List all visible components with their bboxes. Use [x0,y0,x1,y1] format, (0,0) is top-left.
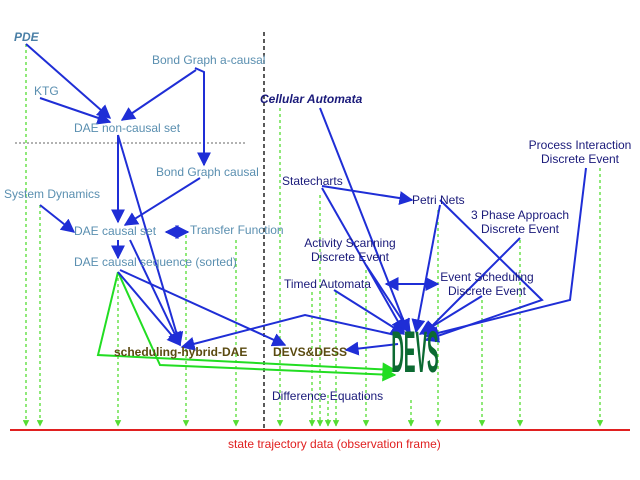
arrow-devs-to-devsdess [346,344,398,350]
node-dae-causal-sequence: DAE causal sequence (sorted) [74,255,237,269]
node-ktg: KTG [34,84,59,98]
arrow-bondgraph-causal-to-causal-set [125,178,200,225]
node-event-scheduling-line2: Discrete Event [428,284,546,298]
node-cellular-automata: Cellular Automata [260,92,362,106]
node-transfer-function: Transfer Function [190,223,284,237]
node-event-scheduling: Event Scheduling Discrete Event [428,270,546,298]
node-activity-scanning-line1: Activity Scanning [290,236,410,250]
node-dae-noncausal-set: DAE non-causal set [74,121,180,135]
arrow-bondgraph-acausal-to-causal [195,68,204,165]
node-statecharts: Statecharts [282,174,343,188]
node-three-phase-line1: 3 Phase Approach [456,208,584,222]
node-three-phase-line2: Discrete Event [456,222,584,236]
node-process-interaction-line1: Process Interaction [520,138,640,152]
node-pde: PDE [14,30,39,44]
state-trajectory-label: state trajectory data (observation frame… [228,437,441,451]
node-devs-dess: DEVS&DESS [273,345,347,359]
node-difference-equations: Difference Equations [272,389,383,403]
node-activity-scanning-line2: Discrete Event [290,250,410,264]
node-three-phase-approach: 3 Phase Approach Discrete Event [456,208,584,236]
arrow-sequence-to-devsdess [120,270,285,345]
node-petri-nets: Petri Nets [412,193,465,207]
node-process-interaction: Process Interaction Discrete Event [520,138,640,166]
arrow-devs-to-hybrid [182,315,400,347]
node-dae-causal-set: DAE causal set [74,224,156,238]
node-bond-graph-acausal: Bond Graph a-causal [152,53,265,67]
node-activity-scanning: Activity Scanning Discrete Event [290,236,410,264]
devs-label: DEVS [391,320,438,385]
arrow-statecharts-to-petrinets [322,186,412,200]
node-process-interaction-line2: Discrete Event [520,152,640,166]
node-bond-graph-causal: Bond Graph causal [156,165,259,179]
node-event-scheduling-line1: Event Scheduling [428,270,546,284]
arrow-cellular-automata-to-devs [320,108,408,332]
node-system-dynamics: System Dynamics [4,187,100,201]
arrow-system-dynamics-to-causal-set [40,205,74,232]
node-timed-automata: Timed Automata [284,277,371,291]
arrow-petrinets-to-devs [416,205,440,332]
node-scheduling-hybrid-dae: scheduling-hybrid-DAE [114,345,247,359]
arrow-bondgraph-acausal-to-dae [122,70,196,120]
